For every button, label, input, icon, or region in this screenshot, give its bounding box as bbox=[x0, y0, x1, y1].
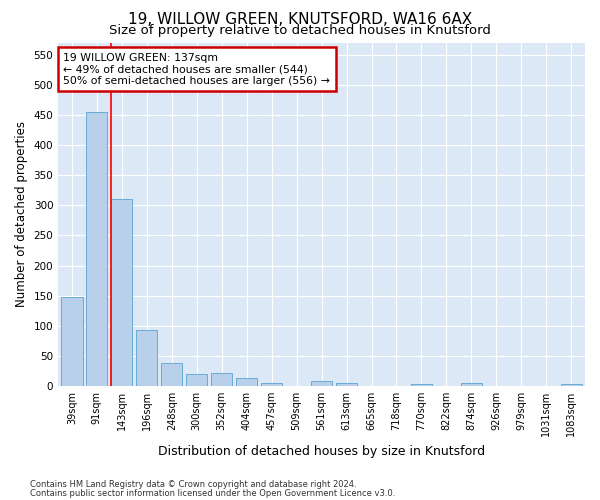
Bar bbox=[311, 381, 332, 386]
Bar bbox=[411, 384, 432, 386]
Bar bbox=[336, 383, 357, 386]
Bar bbox=[236, 378, 257, 386]
Bar bbox=[211, 374, 232, 386]
Bar bbox=[161, 363, 182, 386]
Bar bbox=[61, 297, 83, 386]
Bar bbox=[461, 383, 482, 386]
Text: 19, WILLOW GREEN, KNUTSFORD, WA16 6AX: 19, WILLOW GREEN, KNUTSFORD, WA16 6AX bbox=[128, 12, 472, 28]
Bar bbox=[136, 330, 157, 386]
Text: Contains HM Land Registry data © Crown copyright and database right 2024.: Contains HM Land Registry data © Crown c… bbox=[30, 480, 356, 489]
Bar bbox=[186, 374, 208, 386]
Text: Contains public sector information licensed under the Open Government Licence v3: Contains public sector information licen… bbox=[30, 488, 395, 498]
Bar bbox=[560, 384, 582, 386]
Bar bbox=[111, 198, 133, 386]
X-axis label: Distribution of detached houses by size in Knutsford: Distribution of detached houses by size … bbox=[158, 444, 485, 458]
Text: Size of property relative to detached houses in Knutsford: Size of property relative to detached ho… bbox=[109, 24, 491, 37]
Bar bbox=[261, 383, 282, 386]
Y-axis label: Number of detached properties: Number of detached properties bbox=[15, 122, 28, 308]
Text: 19 WILLOW GREEN: 137sqm
← 49% of detached houses are smaller (544)
50% of semi-d: 19 WILLOW GREEN: 137sqm ← 49% of detache… bbox=[64, 53, 331, 86]
Bar bbox=[86, 112, 107, 386]
